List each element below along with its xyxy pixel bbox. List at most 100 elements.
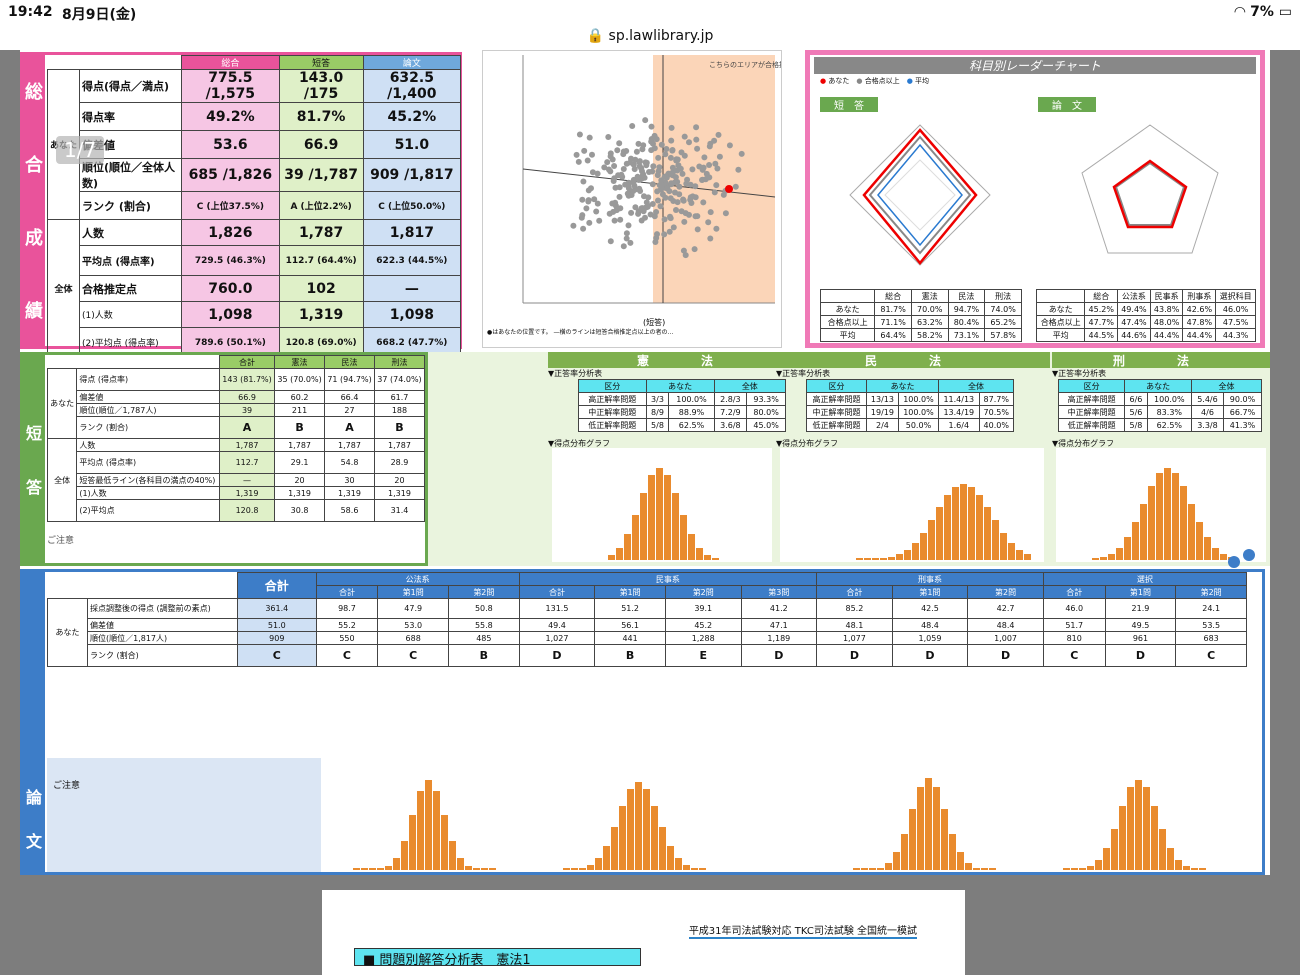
scatter-point xyxy=(663,174,670,181)
scatter-point xyxy=(610,178,617,184)
histogram-bar xyxy=(1199,868,1206,870)
essay-caution: ご注意 xyxy=(47,758,321,872)
histogram-bar xyxy=(616,548,623,560)
scroll-handle-2[interactable] xyxy=(1228,556,1240,568)
scatter-point xyxy=(711,189,718,196)
scatter-point xyxy=(581,147,588,154)
subject-panel-civil: 民 法 ▼正答率分析表 区分 あなた 全体 高正解率問題 13/13 100.0% 11.… xyxy=(776,352,1050,566)
essay-table: 合計 公法系 民事系 刑事系 選択 合計 第1問 第2問 合計 第1問 第2問 第3問 合計 第1問 第2… xyxy=(47,572,1248,755)
scatter-point xyxy=(594,170,601,177)
short-caution: ご注意 xyxy=(47,536,75,546)
subject-panel-criminal: 刑 法 ▼正答率分析表 区分 あなた 全体 高正解率問題 6/6 100.0% 5.4/6… xyxy=(1052,352,1270,566)
scatter-point xyxy=(713,225,720,232)
histogram-bar xyxy=(925,778,932,870)
scatter-point xyxy=(668,170,675,177)
scatter-point xyxy=(726,142,733,149)
histogram-bar xyxy=(909,809,916,870)
scatter-svg: こちらのエリアが合格推定圏です (短答) xyxy=(522,55,814,327)
scroll-handle[interactable] xyxy=(1243,549,1255,561)
scatter-point xyxy=(642,117,649,124)
scatter-point xyxy=(656,182,663,189)
histogram-bar xyxy=(563,868,570,870)
scatter-point xyxy=(623,160,630,167)
scatter-point xyxy=(579,196,586,203)
radar-essay-svg xyxy=(1081,124,1219,254)
scatter-point xyxy=(625,222,632,229)
histogram-bar xyxy=(1111,829,1118,870)
histogram-bar xyxy=(632,515,639,560)
scatter-point xyxy=(616,140,623,147)
scatter-point xyxy=(720,191,727,198)
scatter-point xyxy=(647,211,654,218)
histogram-bar xyxy=(989,868,996,870)
scatter-point xyxy=(655,154,662,161)
scatter-point xyxy=(594,200,601,207)
histogram-bar xyxy=(699,868,706,870)
histogram-bar xyxy=(1124,537,1131,560)
scatter-point xyxy=(649,168,656,175)
scatter-point xyxy=(666,188,673,195)
radar-legend: ● あなた ● 合格点以上 ● 平均 xyxy=(820,77,930,85)
scatter-point xyxy=(700,199,707,206)
histogram-bar xyxy=(1100,557,1107,560)
scatter-point xyxy=(642,214,648,221)
histogram-bar xyxy=(603,846,610,870)
scatter-point xyxy=(680,247,687,254)
scatter-point xyxy=(591,196,598,203)
histogram-bar xyxy=(1140,504,1147,560)
scatter-point xyxy=(612,184,619,191)
histogram-bar xyxy=(1151,806,1158,870)
histogram-bar xyxy=(853,868,860,870)
scatter-point xyxy=(700,164,707,171)
histogram-bar xyxy=(1116,548,1123,560)
scatter-point xyxy=(662,194,669,201)
histogram-bar xyxy=(1108,554,1115,560)
scatter-point xyxy=(650,163,657,170)
histogram-bar xyxy=(1127,787,1134,870)
histogram-bar xyxy=(1008,543,1015,560)
scatter-point xyxy=(630,188,637,194)
histogram-bar xyxy=(1156,473,1163,560)
histogram-bar xyxy=(433,791,440,870)
scatter-point xyxy=(625,185,632,192)
scatter-point xyxy=(609,200,616,207)
scatter-point xyxy=(658,141,665,148)
histogram-bar xyxy=(651,806,658,870)
radar-short-table: 総合 憲法 民法 刑法 あなた 81.7% 70.0% 94.7% 74.0% 合格点以上 71… xyxy=(819,289,1022,342)
histogram-bar xyxy=(648,475,655,560)
scatter-point xyxy=(631,166,638,173)
scatter-point xyxy=(573,151,580,158)
scatter-point xyxy=(636,185,643,192)
histogram-bar xyxy=(1095,860,1102,870)
scatter-point xyxy=(672,174,679,181)
scatter-point xyxy=(706,143,713,150)
histogram-bar xyxy=(1175,860,1182,870)
scatter-point xyxy=(687,181,694,188)
essay-threshold-line xyxy=(522,168,776,198)
scatter-point xyxy=(580,178,587,185)
histogram-bar xyxy=(656,468,663,560)
histogram-bar xyxy=(885,863,892,870)
scatter-point xyxy=(607,238,614,245)
histogram-bar xyxy=(1204,537,1211,560)
histogram-bar xyxy=(667,846,674,870)
histogram-bar xyxy=(952,487,959,560)
histogram-bar xyxy=(691,868,698,870)
scatter-point xyxy=(650,140,656,147)
scatter-point xyxy=(649,181,656,188)
address-bar[interactable]: 🔒 sp.lawlibrary.jp xyxy=(0,26,1300,50)
scatter-point xyxy=(636,163,643,170)
histogram-bar xyxy=(611,827,618,870)
scatter-point xyxy=(611,217,618,224)
scatter-point xyxy=(691,246,698,253)
scatter-point xyxy=(693,124,700,131)
histogram-bar xyxy=(856,558,863,560)
scatter-point xyxy=(605,166,612,173)
scatter-point xyxy=(636,158,643,165)
histogram-bar xyxy=(425,780,432,870)
scatter-point xyxy=(617,216,624,223)
scatter-point xyxy=(682,252,689,259)
next-page-title: ■ 問題別解答分析表 憲法1 xyxy=(354,948,641,968)
scatter-point xyxy=(578,214,585,221)
